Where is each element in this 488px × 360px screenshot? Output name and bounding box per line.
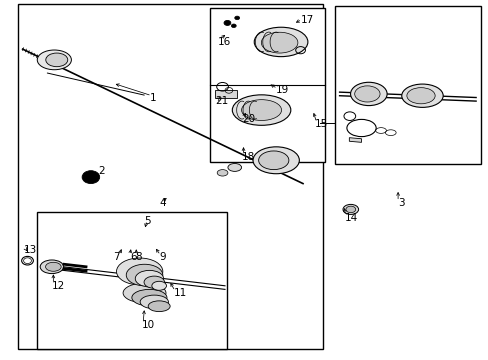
Ellipse shape xyxy=(406,87,434,104)
Bar xyxy=(210,8,325,162)
Text: 18: 18 xyxy=(242,152,255,162)
Ellipse shape xyxy=(116,258,163,285)
Circle shape xyxy=(224,21,230,26)
Ellipse shape xyxy=(217,170,227,176)
Ellipse shape xyxy=(135,270,163,287)
Text: 6: 6 xyxy=(130,252,136,262)
Ellipse shape xyxy=(241,100,281,121)
Text: 5: 5 xyxy=(144,216,151,226)
Ellipse shape xyxy=(254,27,307,57)
Text: 19: 19 xyxy=(276,85,289,95)
Ellipse shape xyxy=(350,82,386,105)
Ellipse shape xyxy=(37,50,71,70)
Bar xyxy=(18,4,322,348)
Text: 1: 1 xyxy=(149,93,156,103)
Ellipse shape xyxy=(252,147,299,174)
Ellipse shape xyxy=(152,281,166,290)
Ellipse shape xyxy=(258,151,288,170)
Ellipse shape xyxy=(132,289,166,306)
Text: 10: 10 xyxy=(142,320,155,330)
Text: 2: 2 xyxy=(98,166,104,176)
Ellipse shape xyxy=(345,206,355,213)
Ellipse shape xyxy=(140,295,168,309)
Circle shape xyxy=(231,24,236,28)
Polygon shape xyxy=(348,138,361,142)
Ellipse shape xyxy=(46,53,68,67)
Circle shape xyxy=(234,16,239,20)
Text: 21: 21 xyxy=(215,96,228,106)
Bar xyxy=(215,90,237,98)
Text: 13: 13 xyxy=(24,245,37,255)
Text: 16: 16 xyxy=(217,37,230,47)
Text: 20: 20 xyxy=(242,114,255,124)
Ellipse shape xyxy=(342,204,358,215)
Ellipse shape xyxy=(227,163,241,171)
Ellipse shape xyxy=(126,264,163,286)
Text: 3: 3 xyxy=(397,198,404,208)
Text: 17: 17 xyxy=(300,15,313,26)
Bar xyxy=(334,6,480,164)
Text: 9: 9 xyxy=(159,252,165,262)
Text: 8: 8 xyxy=(135,252,141,262)
Ellipse shape xyxy=(144,276,164,288)
Text: 15: 15 xyxy=(315,120,328,129)
Text: 7: 7 xyxy=(113,252,120,262)
Ellipse shape xyxy=(148,301,170,312)
Ellipse shape xyxy=(123,283,165,303)
Ellipse shape xyxy=(232,95,290,125)
Text: 4: 4 xyxy=(159,198,165,208)
Ellipse shape xyxy=(261,32,297,53)
Text: 14: 14 xyxy=(344,213,357,222)
Ellipse shape xyxy=(401,84,442,107)
Bar xyxy=(37,212,227,348)
Circle shape xyxy=(82,171,100,184)
Circle shape xyxy=(85,173,97,181)
Text: 12: 12 xyxy=(52,281,65,291)
Ellipse shape xyxy=(354,86,379,102)
Text: 11: 11 xyxy=(173,288,187,298)
Ellipse shape xyxy=(45,262,61,271)
Ellipse shape xyxy=(40,260,63,274)
